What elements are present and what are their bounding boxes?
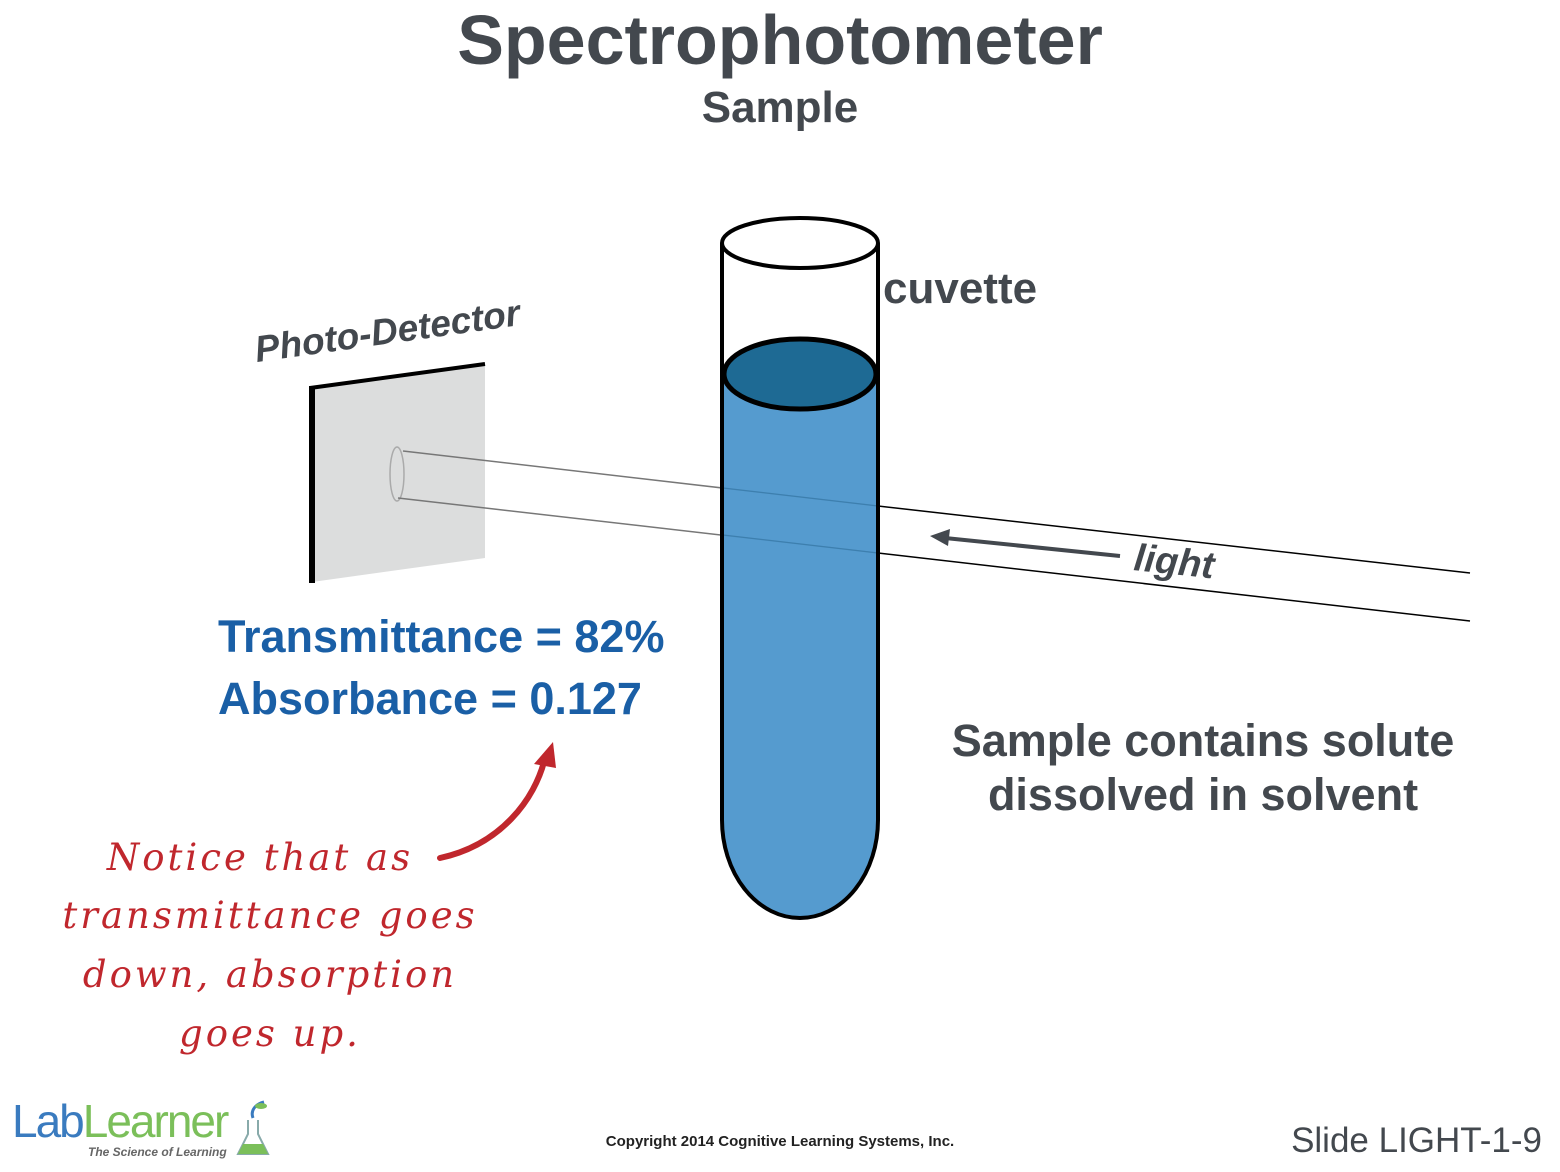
lablearner-logo: LabLearner The Science of Learning xyxy=(12,1098,272,1162)
light-beam-lower-out xyxy=(877,552,1471,622)
cuvette-rim xyxy=(720,216,880,270)
logo-learner: Learner xyxy=(82,1095,230,1147)
cuvette-tube xyxy=(720,243,880,920)
beam-in-liquid xyxy=(722,534,879,554)
light-label: light xyxy=(1132,537,1217,588)
sample-description-line: dissolved in solvent xyxy=(987,769,1419,820)
handwritten-note-line: transmittance goes xyxy=(62,894,478,937)
photo-detector-plate xyxy=(312,365,485,582)
handwritten-note-line: down, absorption xyxy=(82,953,458,996)
liquid-surface xyxy=(721,336,879,412)
beam-in-liquid xyxy=(722,487,879,507)
sample-description-line: Sample contains solute xyxy=(951,715,1455,766)
note-arrow xyxy=(437,755,548,861)
logo-tagline: The Science of Learning xyxy=(88,1145,227,1159)
light-arrow-shaft xyxy=(944,536,1121,558)
photo-detector-top-edge xyxy=(309,362,486,390)
slide-number: Slide LIGHT-1-9 xyxy=(1291,1121,1542,1160)
absorbance-reading: Absorbance = 0.127 xyxy=(218,673,642,724)
detector-aperture xyxy=(389,446,405,502)
copyright: Copyright 2014 Cognitive Learning System… xyxy=(605,1133,955,1150)
logo-lab: Lab xyxy=(12,1095,85,1147)
page-title: Spectrophotometer xyxy=(457,1,1103,79)
cuvette-liquid xyxy=(723,374,877,918)
handwritten-note-line: goes up. xyxy=(179,1012,361,1055)
cuvette-label: cuvette xyxy=(883,264,1038,313)
page-subtitle: Sample xyxy=(701,83,859,132)
flask-icon xyxy=(236,1100,270,1155)
transmittance-reading: Transmittance = 82% xyxy=(218,611,665,662)
note-arrow-head xyxy=(534,742,556,768)
light-arrow-head xyxy=(930,529,950,546)
light-beam-upper-out xyxy=(877,505,1471,574)
handwritten-note-line: Notice that as xyxy=(106,836,414,879)
